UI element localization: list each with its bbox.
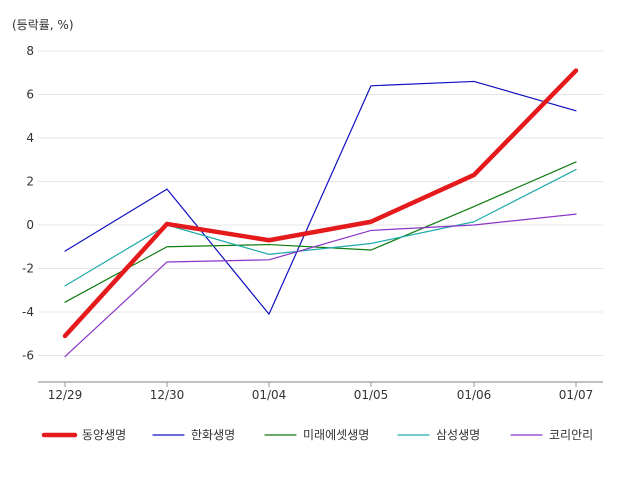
legend-label: 삼성생명 bbox=[436, 428, 480, 442]
y-unit-label: (등락률, %) bbox=[12, 18, 74, 32]
x-tick-label: 01/06 bbox=[457, 388, 492, 402]
series-line-4 bbox=[64, 168, 577, 287]
series-line-1 bbox=[62, 68, 579, 339]
legend-label: 미래에셋생명 bbox=[303, 428, 369, 442]
series-line-2 bbox=[64, 80, 577, 315]
legend-label: 동양생명 bbox=[82, 428, 126, 442]
y-tick-label: 6 bbox=[26, 88, 34, 102]
x-tick-labels: 12/29 12/30 01/04 01/05 01/06 01/07 bbox=[48, 382, 594, 402]
legend-label: 코리안리 bbox=[549, 428, 593, 442]
y-tick-label: 2 bbox=[26, 175, 34, 189]
y-tick-label: -6 bbox=[22, 349, 34, 363]
x-tick-label: 01/07 bbox=[559, 388, 594, 402]
y-tick-label: -4 bbox=[22, 305, 34, 319]
x-tick-label: 12/29 bbox=[48, 388, 83, 402]
legend: 동양생명 한화생명 미래에셋생명 삼성생명 코리안리 bbox=[41, 428, 593, 442]
series-line-5 bbox=[64, 213, 577, 358]
y-tick-label: 8 bbox=[26, 44, 34, 58]
x-tick-label: 01/04 bbox=[252, 388, 287, 402]
y-tick-label: 0 bbox=[26, 218, 34, 232]
series-lines bbox=[62, 68, 579, 358]
grid-lines bbox=[38, 50, 603, 356]
y-tick-label: -2 bbox=[22, 262, 34, 276]
series-line-3 bbox=[64, 161, 577, 303]
x-tick-label: 12/30 bbox=[150, 388, 185, 402]
x-tick-label: 01/05 bbox=[354, 388, 389, 402]
y-tick-labels: 8 6 4 2 0 -2 -4 -6 bbox=[22, 44, 34, 363]
legend-label: 한화생명 bbox=[191, 428, 235, 442]
y-tick-label: 4 bbox=[26, 131, 34, 145]
